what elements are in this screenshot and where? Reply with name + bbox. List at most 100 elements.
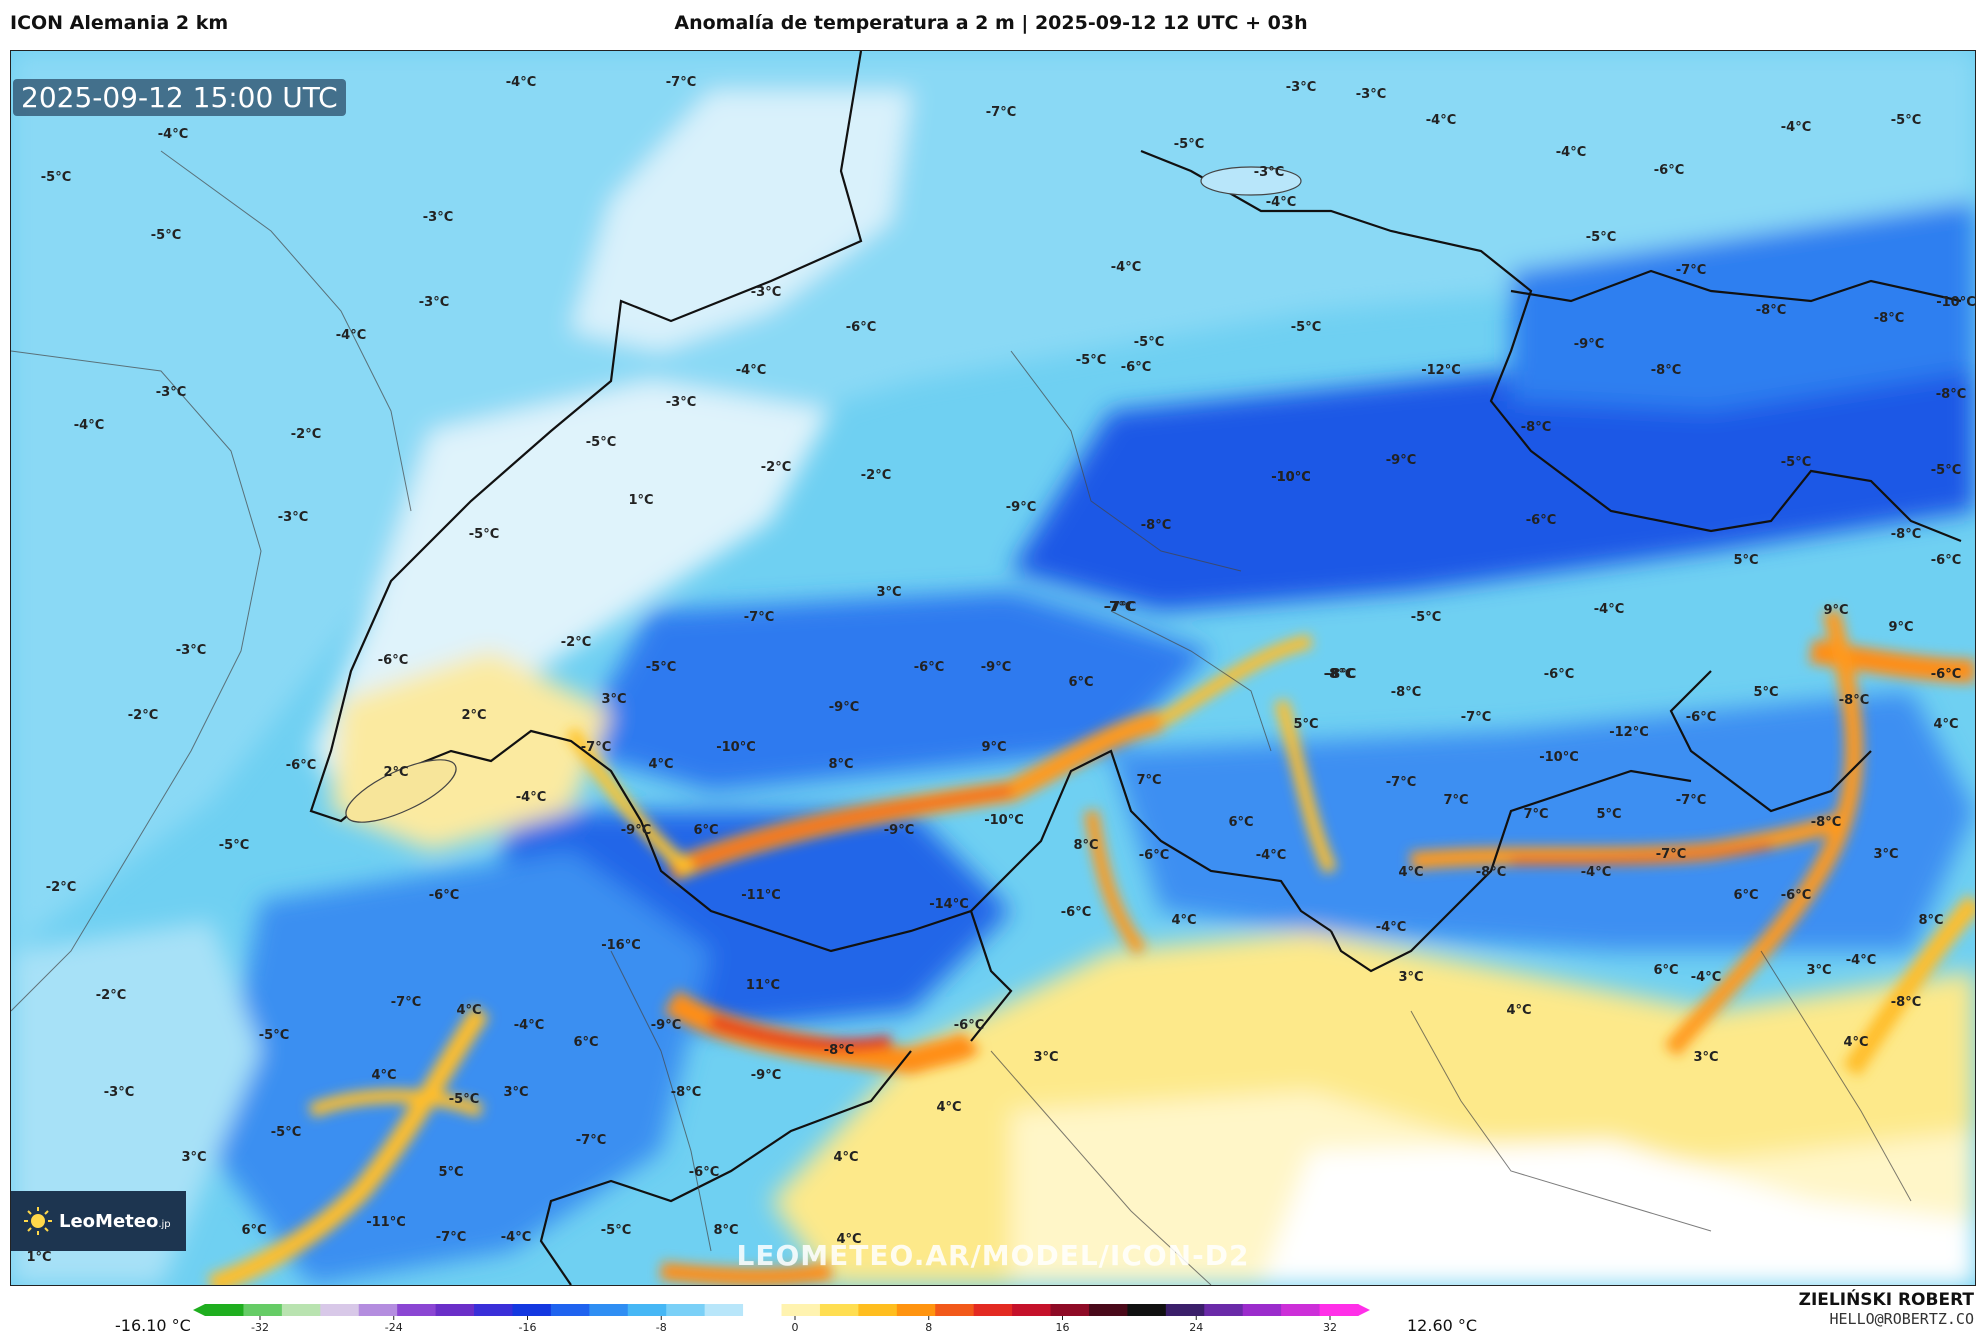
isotherm-label: 6°C	[1653, 963, 1678, 978]
isotherm-label: 7°C	[1523, 807, 1548, 822]
colorbar-min-label: -16.10 °C	[115, 1316, 191, 1335]
isotherm-label: -2°C	[561, 635, 591, 650]
isotherm-label: -7°C	[1461, 710, 1491, 725]
isotherm-label: -3°C	[666, 395, 696, 410]
isotherm-label: -3°C	[104, 1085, 134, 1100]
isotherm-label: 4°C	[1843, 1035, 1868, 1050]
isotherm-label: -10°C	[716, 740, 756, 755]
isotherm-label: 3°C	[1398, 970, 1423, 985]
isotherm-label: -7°C	[1106, 600, 1136, 615]
isotherm-label: 4°C	[1933, 717, 1958, 732]
colorbar-tick-label: -24	[385, 1321, 403, 1334]
isotherm-label: -2°C	[291, 427, 321, 442]
isotherm-label: 5°C	[1596, 807, 1621, 822]
colorbar-cell	[781, 1304, 821, 1316]
isotherm-label: -5°C	[1586, 230, 1616, 245]
isotherm-label: -6°C	[1654, 163, 1684, 178]
isotherm-label: -3°C	[1254, 165, 1284, 180]
isotherm-label: 3°C	[181, 1150, 206, 1165]
isotherm-label: 5°C	[1733, 553, 1758, 568]
isotherm-label: -10°C	[984, 813, 1024, 828]
colorbar-max-label: 12.60 °C	[1407, 1316, 1478, 1335]
isotherm-label: -4°C	[736, 363, 766, 378]
isotherm-label: -5°C	[601, 1223, 631, 1238]
isotherm-label: 4°C	[936, 1100, 961, 1115]
isotherm-label: 1°C	[26, 1250, 51, 1265]
isotherm-label: 3°C	[601, 692, 626, 707]
isotherm-label: -6°C	[1544, 667, 1574, 682]
colorbar-tick-label: 24	[1189, 1321, 1203, 1334]
isotherm-label: -5°C	[1174, 137, 1204, 152]
colorbar-cell	[973, 1304, 1013, 1316]
isotherm-label: -7°C	[581, 740, 611, 755]
isotherm-label: -7°C	[986, 105, 1016, 120]
isotherm-label: -10°C	[1271, 470, 1311, 485]
isotherm-label: 4°C	[833, 1150, 858, 1165]
isotherm-label: -9°C	[621, 823, 651, 838]
isotherm-label: -4°C	[1581, 865, 1611, 880]
isotherm-label: 4°C	[648, 757, 673, 772]
colorbar-cell	[1127, 1304, 1167, 1316]
isotherm-label: -5°C	[449, 1092, 479, 1107]
isotherm-label: -2°C	[761, 460, 791, 475]
isotherm-label: -5°C	[1931, 463, 1961, 478]
isotherm-label: -3°C	[423, 210, 453, 225]
colorbar-tick-label: 8	[925, 1321, 932, 1334]
model-title: ICON Alemania 2 km	[10, 12, 229, 34]
isotherm-label: -7°C	[666, 75, 696, 90]
colorbar-cell	[358, 1304, 398, 1316]
isotherm-label: -8°C	[1141, 518, 1171, 533]
colorbar-cell	[1242, 1304, 1282, 1316]
colorbar-cell	[1050, 1304, 1090, 1316]
isotherm-label: -4°C	[1266, 195, 1296, 210]
isotherm-label: -6°C	[1061, 905, 1091, 920]
isotherm-label: -10°C	[1936, 295, 1975, 310]
colorbar-cell	[512, 1304, 552, 1316]
isotherm-label: -9°C	[829, 700, 859, 715]
colorbar-cell	[589, 1304, 629, 1316]
isotherm-label: -6°C	[378, 653, 408, 668]
isotherm-label: -6°C	[954, 1018, 984, 1033]
colorbar-cell	[819, 1304, 859, 1316]
isotherm-label: -5°C	[41, 170, 71, 185]
isotherm-label: -7°C	[391, 995, 421, 1010]
colorbar-cell	[858, 1304, 898, 1316]
isotherm-label: 6°C	[1068, 675, 1093, 690]
colorbar-extend-max	[1358, 1304, 1370, 1316]
colorbar-cell	[743, 1304, 783, 1316]
isotherm-label: -9°C	[1574, 337, 1604, 352]
isotherm-label: 5°C	[1293, 717, 1318, 732]
isotherm-label: -8°C	[1936, 387, 1966, 402]
isotherm-label: 6°C	[1733, 888, 1758, 903]
isotherm-label: -3°C	[278, 510, 308, 525]
isotherm-label: -5°C	[271, 1125, 301, 1140]
isotherm-label: -4°C	[1376, 920, 1406, 935]
isotherm-label: 6°C	[693, 823, 718, 838]
isotherm-label: -4°C	[336, 328, 366, 343]
sun-icon	[23, 1206, 53, 1236]
isotherm-label: -9°C	[1006, 500, 1036, 515]
isotherm-label: 8°C	[713, 1223, 738, 1238]
isotherm-label: -5°C	[1076, 353, 1106, 368]
isotherm-label: -5°C	[469, 527, 499, 542]
isotherm-label: -5°C	[586, 435, 616, 450]
colorbar-tick-label: 0	[792, 1321, 799, 1334]
colorbar-cell	[205, 1304, 245, 1316]
isotherm-label: -9°C	[751, 1068, 781, 1083]
isotherm-label: -6°C	[914, 660, 944, 675]
isotherm-label: 3°C	[1033, 1050, 1058, 1065]
author-email: HELLO@ROBERTZ.CO	[1829, 1310, 1975, 1328]
isotherm-label: -8°C	[1521, 420, 1551, 435]
isotherm-label: -4°C	[1846, 953, 1876, 968]
colorbar-scale: -32 -24 -16 -8 0 8 16 24 32	[193, 1304, 1370, 1334]
isotherm-label: 9°C	[1888, 620, 1913, 635]
isotherm-label: -5°C	[1411, 610, 1441, 625]
isotherm-label: -4°C	[74, 418, 104, 433]
isotherm-label: 7°C	[1136, 773, 1161, 788]
isotherm-label: 2°C	[383, 765, 408, 780]
isotherm-label: 8°C	[1918, 913, 1943, 928]
isotherm-label: -8°C	[1324, 667, 1354, 682]
isotherm-label: -5°C	[219, 838, 249, 853]
colorbar-cell	[1165, 1304, 1205, 1316]
map-canvas: -4°C -7°C -7°C -3°C -3°C -4°C -4°C -5°C -4°C -6°C…	[11, 51, 1975, 1285]
